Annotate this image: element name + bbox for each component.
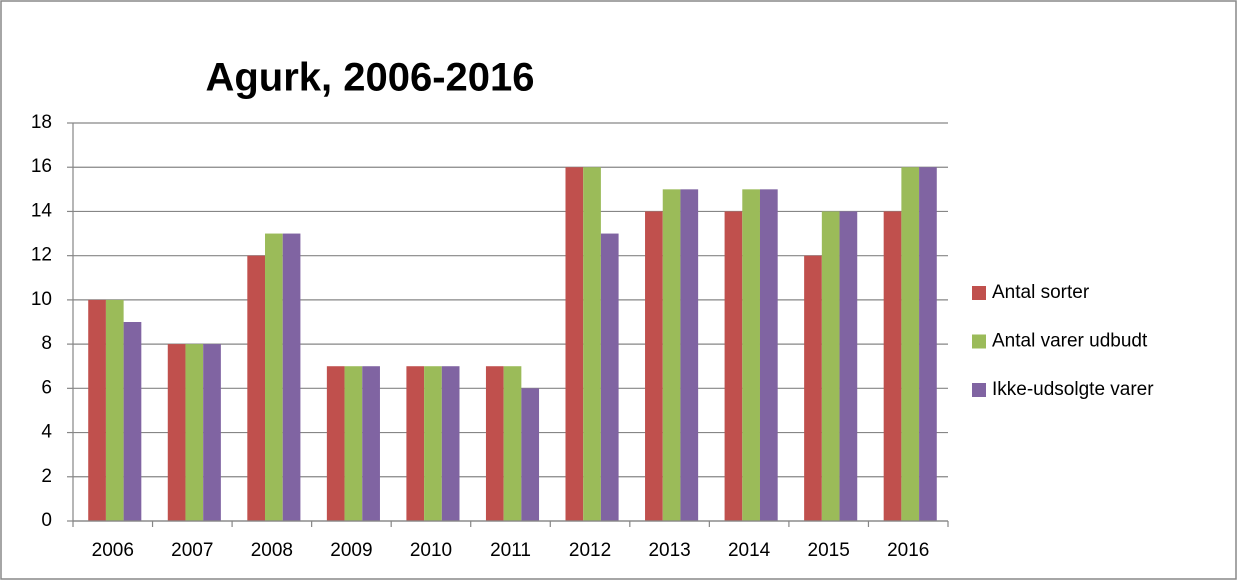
bar bbox=[821, 211, 840, 521]
y-tick-label: 16 bbox=[31, 156, 52, 177]
x-tick-label: 2012 bbox=[569, 540, 611, 561]
bar bbox=[185, 344, 204, 521]
x-tick-label: 2009 bbox=[330, 540, 372, 561]
bar bbox=[662, 189, 681, 522]
bar bbox=[503, 366, 522, 521]
x-tick-label: 2010 bbox=[410, 540, 452, 561]
legend-label: Ikke-udsolgte varer bbox=[992, 379, 1154, 400]
y-tick-label: 2 bbox=[41, 466, 52, 487]
legend-label: Antal sorter bbox=[992, 282, 1090, 303]
legend-swatch bbox=[972, 334, 986, 349]
bar bbox=[724, 211, 743, 521]
y-tick-label: 10 bbox=[31, 289, 52, 310]
y-tick-label: 18 bbox=[31, 112, 52, 133]
bar bbox=[247, 255, 266, 521]
bar bbox=[485, 366, 504, 521]
legend-swatch bbox=[972, 383, 986, 397]
x-tick-label: 2013 bbox=[648, 540, 690, 561]
x-tick-label: 2008 bbox=[251, 540, 293, 561]
bar bbox=[344, 366, 363, 521]
bar bbox=[742, 189, 760, 522]
x-tick-label: 2007 bbox=[171, 540, 213, 561]
bar bbox=[167, 344, 186, 521]
bar bbox=[883, 211, 902, 521]
bar bbox=[839, 211, 858, 521]
bar bbox=[203, 344, 221, 521]
bar bbox=[406, 366, 425, 521]
bar bbox=[105, 299, 124, 521]
bar bbox=[362, 366, 380, 521]
bar bbox=[424, 366, 442, 521]
x-tick-label: 2015 bbox=[808, 540, 850, 561]
bar bbox=[282, 233, 301, 522]
y-tick-label: 6 bbox=[41, 377, 52, 398]
chart-title: Agurk, 2006-2016 bbox=[205, 56, 534, 100]
bar bbox=[265, 233, 283, 522]
y-tick-label: 4 bbox=[41, 422, 52, 443]
y-tick-label: 14 bbox=[31, 200, 53, 221]
x-tick-label: 2011 bbox=[490, 540, 531, 561]
bar bbox=[583, 167, 601, 521]
bar bbox=[441, 366, 460, 521]
bar bbox=[759, 189, 778, 522]
bar bbox=[901, 167, 920, 521]
legend-swatch bbox=[972, 286, 986, 300]
bar bbox=[565, 167, 584, 521]
legend-label: Antal varer udbudt bbox=[992, 331, 1148, 352]
y-tick-label: 12 bbox=[31, 245, 52, 266]
y-tick-label: 8 bbox=[41, 333, 52, 354]
x-tick-label: 2014 bbox=[728, 540, 771, 561]
bar bbox=[600, 233, 619, 522]
bar bbox=[804, 255, 822, 521]
x-tick-label: 2006 bbox=[92, 540, 134, 561]
bar bbox=[123, 322, 142, 521]
bar bbox=[919, 167, 937, 521]
bar bbox=[326, 366, 345, 521]
bar bbox=[521, 388, 540, 521]
x-tick-label: 2016 bbox=[887, 540, 929, 561]
bar bbox=[88, 299, 106, 521]
y-tick-label: 0 bbox=[41, 510, 52, 531]
bar bbox=[645, 211, 663, 521]
bar bbox=[680, 189, 699, 522]
